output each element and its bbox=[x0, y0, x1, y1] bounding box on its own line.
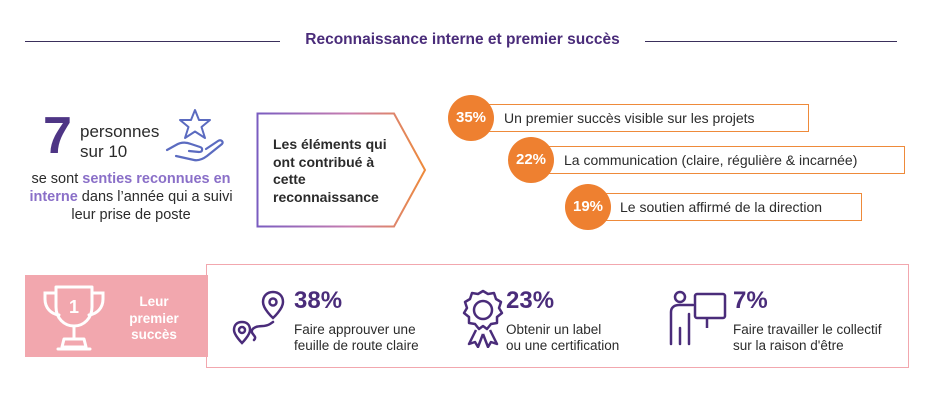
first-success-label: Leur premier succès bbox=[129, 294, 179, 342]
factor-label-1: Un premier succès visible sur les projet… bbox=[504, 110, 755, 126]
trophy-number: 1 bbox=[69, 297, 79, 317]
outcome-text-3-line1: Faire travailler le collectif bbox=[733, 322, 882, 337]
stat-description: se sont senties reconnues en interne dan… bbox=[26, 170, 236, 224]
section-title: Reconnaissance interne et premier succès bbox=[305, 31, 620, 48]
factor-box-2 bbox=[538, 146, 905, 174]
factor-pct-3: 19% bbox=[565, 184, 611, 230]
route-pin-icon bbox=[232, 290, 285, 345]
stat-unit: personnes sur 10 bbox=[80, 122, 159, 162]
outcome-text-1-line1: Faire approuver une bbox=[294, 322, 416, 337]
outcome-pct-1: 38% bbox=[294, 287, 343, 314]
factor-box-3 bbox=[594, 193, 862, 221]
outcome-text-1-line2: feuille de route claire bbox=[294, 338, 419, 353]
stat-text-highlight: senties reconnues en interne bbox=[29, 171, 231, 205]
stat-text-before: se sont bbox=[31, 171, 83, 187]
factors-title: Les éléments qui ont contribué à cette r… bbox=[273, 136, 387, 205]
stat-unit-line2: sur 10 bbox=[80, 142, 128, 161]
outcome-text-3: Faire travailler le collectif sur la rai… bbox=[733, 322, 882, 354]
stat-text-after: dans l’année qui a suivi leur prise de p… bbox=[71, 189, 233, 223]
hand-star-icon bbox=[165, 109, 224, 162]
outcome-text-2-line2: ou une certification bbox=[506, 338, 620, 353]
factor-pct-1: 35% bbox=[448, 95, 494, 141]
stat-number: 7 bbox=[43, 107, 72, 165]
factors-chevron bbox=[256, 112, 427, 228]
factor-pct-2: 22% bbox=[508, 137, 554, 183]
outcome-pct-3: 7% bbox=[733, 287, 768, 314]
factor-label-2: La communication (claire, régulière & in… bbox=[564, 152, 858, 168]
first-success-box bbox=[206, 264, 909, 368]
presenter-board-icon bbox=[669, 290, 727, 346]
factor-box-1 bbox=[478, 104, 809, 132]
outcome-text-2-line1: Obtenir un label bbox=[506, 322, 602, 337]
outcome-text-2: Obtenir un label ou une certification bbox=[506, 322, 619, 354]
header-divider-left bbox=[25, 41, 280, 42]
outcome-text-3-line2: sur la raison d'être bbox=[733, 338, 844, 353]
outcome-text-1: Faire approuver une feuille de route cla… bbox=[294, 322, 419, 354]
stat-unit-line1: personnes bbox=[80, 122, 160, 141]
factor-label-3: Le soutien affirmé de la direction bbox=[620, 199, 823, 215]
header-divider-right bbox=[645, 41, 897, 42]
trophy-icon: 1 bbox=[43, 285, 105, 351]
award-badge-icon bbox=[462, 289, 504, 348]
outcome-pct-2: 23% bbox=[506, 287, 555, 314]
